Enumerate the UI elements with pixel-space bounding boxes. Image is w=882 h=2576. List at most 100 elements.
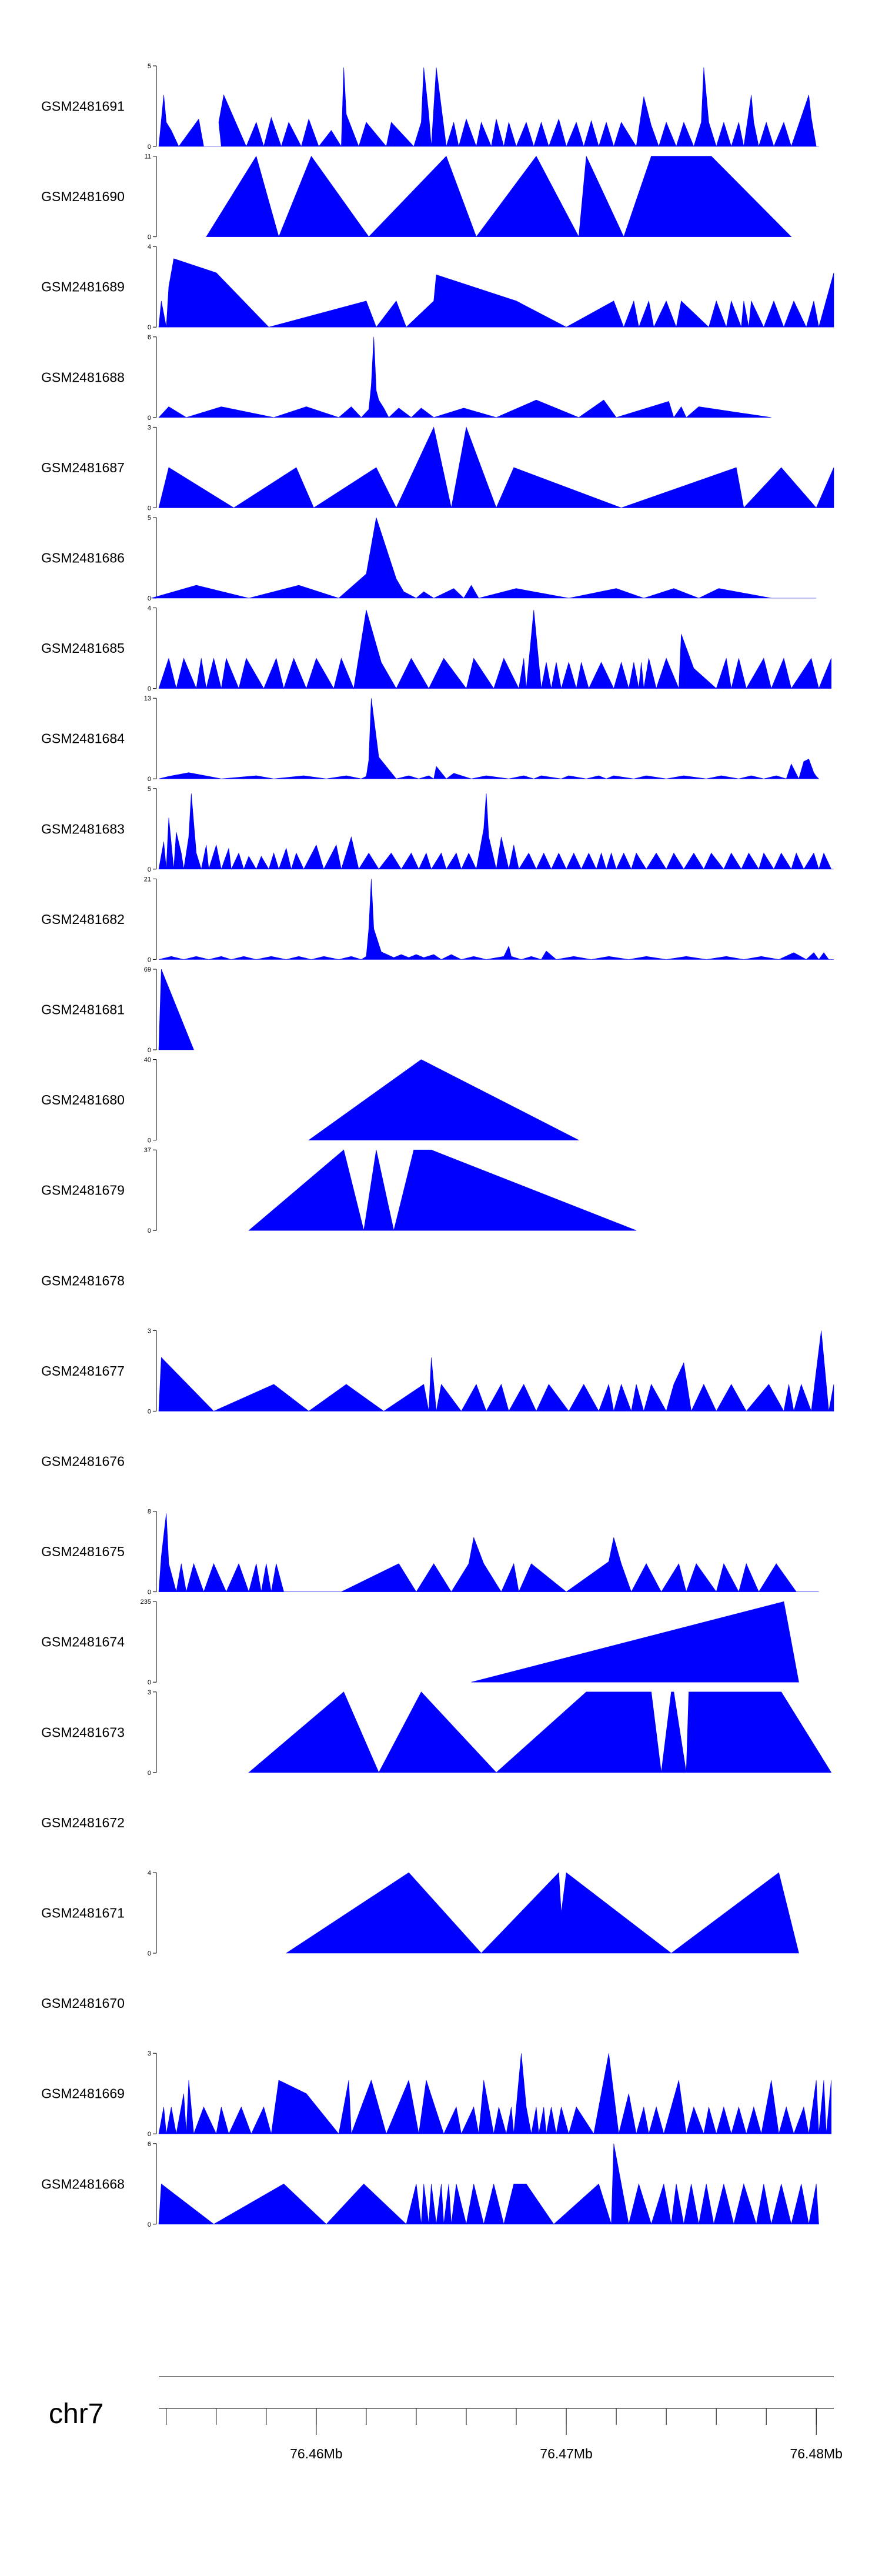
- coverage-area: [151, 517, 817, 599]
- track: GSM2481673 3 0: [41, 1689, 832, 1777]
- track-ymin-label: 0: [148, 1137, 151, 1144]
- track-label: GSM2481670: [41, 1996, 125, 2011]
- track-label: GSM2481677: [41, 1363, 125, 1379]
- track-label: GSM2481669: [41, 2086, 125, 2101]
- track-ymax-label: 11: [145, 154, 151, 161]
- coverage-area: [158, 879, 834, 960]
- track-label: GSM2481689: [41, 279, 125, 295]
- track-ymin-label: 0: [148, 2131, 151, 2138]
- genome-tick-label: 76.46Mb: [290, 2446, 343, 2461]
- track-ymin-label: 0: [148, 234, 151, 241]
- track-ymax-label: 5: [148, 515, 151, 522]
- track-ymin-label: 0: [148, 505, 151, 512]
- coverage-area: [471, 1601, 799, 1683]
- track-ymin-label: 0: [148, 1679, 151, 1686]
- track: GSM2481680 40 0: [41, 1057, 579, 1144]
- track-ymin-label: 0: [148, 144, 151, 151]
- track: GSM2481671 4 0: [41, 1870, 799, 1957]
- track-label: GSM2481678: [41, 1273, 125, 1288]
- coverage-area: [158, 698, 820, 780]
- coverage-area: [308, 1059, 579, 1140]
- coverage-area: [285, 1872, 799, 1954]
- coverage-area: [158, 609, 831, 689]
- coverage-area: [158, 67, 819, 148]
- track-ymax-label: 8: [148, 1509, 151, 1516]
- track-ymax-label: 5: [148, 63, 151, 70]
- track-ymin-label: 0: [148, 866, 151, 873]
- track: GSM2481688 6 0: [41, 334, 771, 422]
- track-label: GSM2481682: [41, 912, 125, 927]
- track-ymin-label: 0: [148, 1047, 151, 1054]
- genome-tick-label: 76.47Mb: [540, 2446, 593, 2461]
- track: GSM2481669 3 0: [41, 2050, 831, 2138]
- track: GSM2481674 235 0: [41, 1599, 799, 1686]
- track-label: GSM2481688: [41, 369, 125, 385]
- track-label: GSM2481668: [41, 2176, 125, 2191]
- track-ymin-label: 0: [148, 1950, 151, 1957]
- coverage-area: [206, 155, 792, 238]
- coverage-area: [158, 1513, 819, 1593]
- track-ymin-label: 0: [148, 2221, 151, 2228]
- track-label: GSM2481671: [41, 1906, 125, 1921]
- track-ymin-label: 0: [148, 956, 151, 963]
- track: GSM2481690 11 0: [41, 154, 792, 241]
- track-label: GSM2481686: [41, 550, 125, 566]
- genome-axis-ticks: 76.46Mb 76.47Mb 76.48Mb: [166, 2408, 843, 2461]
- track-ymax-label: 13: [144, 695, 151, 702]
- coverage-area: [158, 258, 834, 328]
- track-label: GSM2481687: [41, 460, 125, 475]
- track-label: GSM2481681: [41, 1002, 125, 1017]
- track-ymax-label: 40: [144, 1057, 151, 1064]
- track-label: GSM2481674: [41, 1634, 125, 1650]
- coverage-area: [248, 1691, 832, 1773]
- coverage-area: [158, 336, 771, 418]
- track: GSM2481668 6 0: [41, 2141, 819, 2228]
- track: GSM2481679 37 0: [41, 1147, 637, 1234]
- track: GSM2481678: [41, 1273, 125, 1288]
- track-ymax-label: 4: [148, 243, 151, 251]
- track-ymin-label: 0: [148, 686, 151, 693]
- track-label: GSM2481680: [41, 1092, 125, 1107]
- track-ymax-label: 235: [141, 1599, 151, 1606]
- track: GSM2481676: [41, 1454, 125, 1469]
- coverage-area: [158, 426, 834, 509]
- track-ymin-label: 0: [148, 1227, 151, 1234]
- track-ymin-label: 0: [148, 595, 151, 602]
- track-ymin-label: 0: [148, 324, 151, 331]
- track: GSM2481684 13 0: [41, 695, 820, 783]
- track: GSM2481686 5 0: [41, 515, 817, 602]
- track-ymax-label: 6: [148, 2141, 151, 2148]
- chromosome-axis: chr7 76.46Mb 76.47Mb 76.48Mb: [49, 2376, 843, 2461]
- track-ymin-label: 0: [148, 1770, 151, 1777]
- track-ymax-label: 4: [148, 605, 151, 612]
- track-label: GSM2481676: [41, 1454, 125, 1469]
- track-label: GSM2481685: [41, 640, 125, 656]
- chromosome-label: chr7: [49, 2398, 103, 2430]
- track: GSM2481682 21 0: [41, 876, 834, 963]
- track-ymin-label: 0: [148, 415, 151, 422]
- coverage-area: [158, 2143, 819, 2225]
- track: GSM2481691 5 0: [41, 63, 819, 151]
- track-label: GSM2481684: [41, 731, 125, 746]
- track-label: GSM2481679: [41, 1183, 125, 1198]
- coverage-area: [248, 1149, 637, 1231]
- track: GSM2481677 3 0: [41, 1327, 834, 1415]
- coverage-area: [158, 969, 194, 1050]
- track: GSM2481672: [41, 1815, 125, 1830]
- coverage-area: [158, 2053, 831, 2135]
- coverage-area: [158, 1330, 834, 1412]
- track-ymin-label: 0: [148, 1589, 151, 1596]
- track-ymax-label: 3: [148, 1327, 151, 1334]
- track-label: GSM2481683: [41, 821, 125, 836]
- track: GSM2481687 3 0: [41, 424, 834, 512]
- tracks-layer: GSM248169150GSM2481690110GSM248168940GSM…: [41, 63, 834, 2228]
- track: GSM2481681 69 0: [41, 966, 194, 1054]
- track-label: GSM2481673: [41, 1724, 125, 1740]
- track-ymin-label: 0: [148, 776, 151, 783]
- track-label: GSM2481675: [41, 1544, 125, 1559]
- coverage-area: [158, 793, 834, 870]
- track-ymax-label: 3: [148, 424, 151, 431]
- genome-tick-label: 76.48Mb: [790, 2446, 843, 2461]
- track-ymax-label: 4: [148, 1870, 151, 1877]
